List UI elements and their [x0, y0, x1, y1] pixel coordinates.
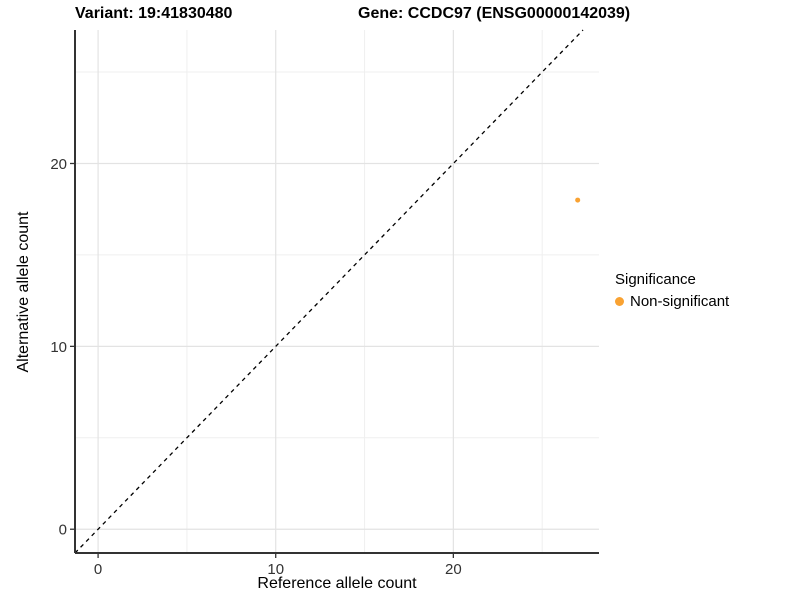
legend-title: Significance — [615, 271, 696, 288]
x-tick-label: 0 — [94, 561, 102, 578]
legend-point-swatch — [615, 297, 624, 306]
y-tick-label: 10 — [50, 339, 67, 356]
plot-title-gene: Gene: CCDC97 (ENSG00000142039) — [358, 5, 631, 22]
plot-title-variant: Variant: 19:41830480 — [75, 5, 233, 22]
y-axis-title: Alternative allele count — [15, 211, 32, 373]
legend: Significance Non-significant — [615, 271, 729, 310]
x-tick-label: 10 — [267, 561, 284, 578]
data-point — [575, 197, 581, 203]
scatter-plot-panel: 0 10 20 0 10 20 — [50, 29, 599, 578]
legend-item-non-significant: Non-significant — [615, 293, 729, 310]
legend-item-label: Non-significant — [630, 293, 730, 310]
x-tick-label: 20 — [445, 561, 462, 578]
identity-dashed-line — [74, 29, 584, 554]
y-tick-label: 20 — [50, 156, 67, 173]
y-tick-label: 0 — [59, 522, 67, 539]
x-axis-title: Reference allele count — [257, 575, 417, 592]
